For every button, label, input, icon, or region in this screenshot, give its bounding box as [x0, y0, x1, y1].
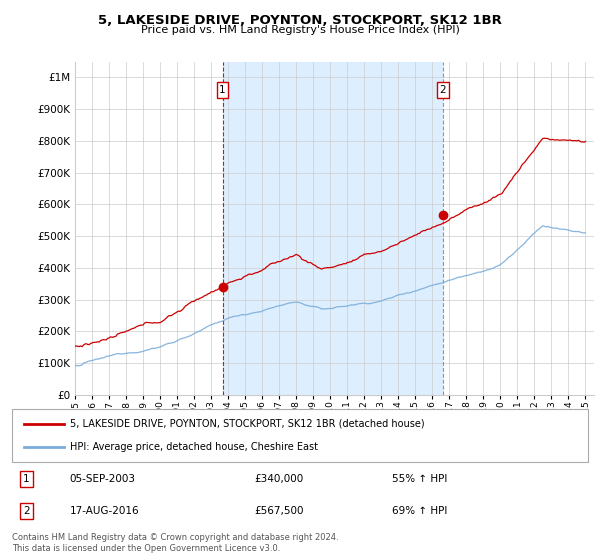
- Text: 5, LAKESIDE DRIVE, POYNTON, STOCKPORT, SK12 1BR (detached house): 5, LAKESIDE DRIVE, POYNTON, STOCKPORT, S…: [70, 419, 424, 429]
- Text: 55% ↑ HPI: 55% ↑ HPI: [392, 474, 448, 484]
- Text: 2: 2: [440, 85, 446, 95]
- FancyBboxPatch shape: [12, 409, 588, 462]
- Text: 2: 2: [23, 506, 30, 516]
- Text: HPI: Average price, detached house, Cheshire East: HPI: Average price, detached house, Ches…: [70, 442, 317, 452]
- Text: 69% ↑ HPI: 69% ↑ HPI: [392, 506, 448, 516]
- Bar: [223, 62, 443, 395]
- Text: £567,500: £567,500: [254, 506, 304, 516]
- Text: 05-SEP-2003: 05-SEP-2003: [70, 474, 136, 484]
- Text: 17-AUG-2016: 17-AUG-2016: [70, 506, 139, 516]
- Text: 1: 1: [23, 474, 30, 484]
- Text: 1: 1: [219, 85, 226, 95]
- Text: Price paid vs. HM Land Registry's House Price Index (HPI): Price paid vs. HM Land Registry's House …: [140, 25, 460, 35]
- Text: £340,000: £340,000: [254, 474, 303, 484]
- Text: 5, LAKESIDE DRIVE, POYNTON, STOCKPORT, SK12 1BR: 5, LAKESIDE DRIVE, POYNTON, STOCKPORT, S…: [98, 14, 502, 27]
- Text: Contains HM Land Registry data © Crown copyright and database right 2024.
This d: Contains HM Land Registry data © Crown c…: [12, 533, 338, 553]
